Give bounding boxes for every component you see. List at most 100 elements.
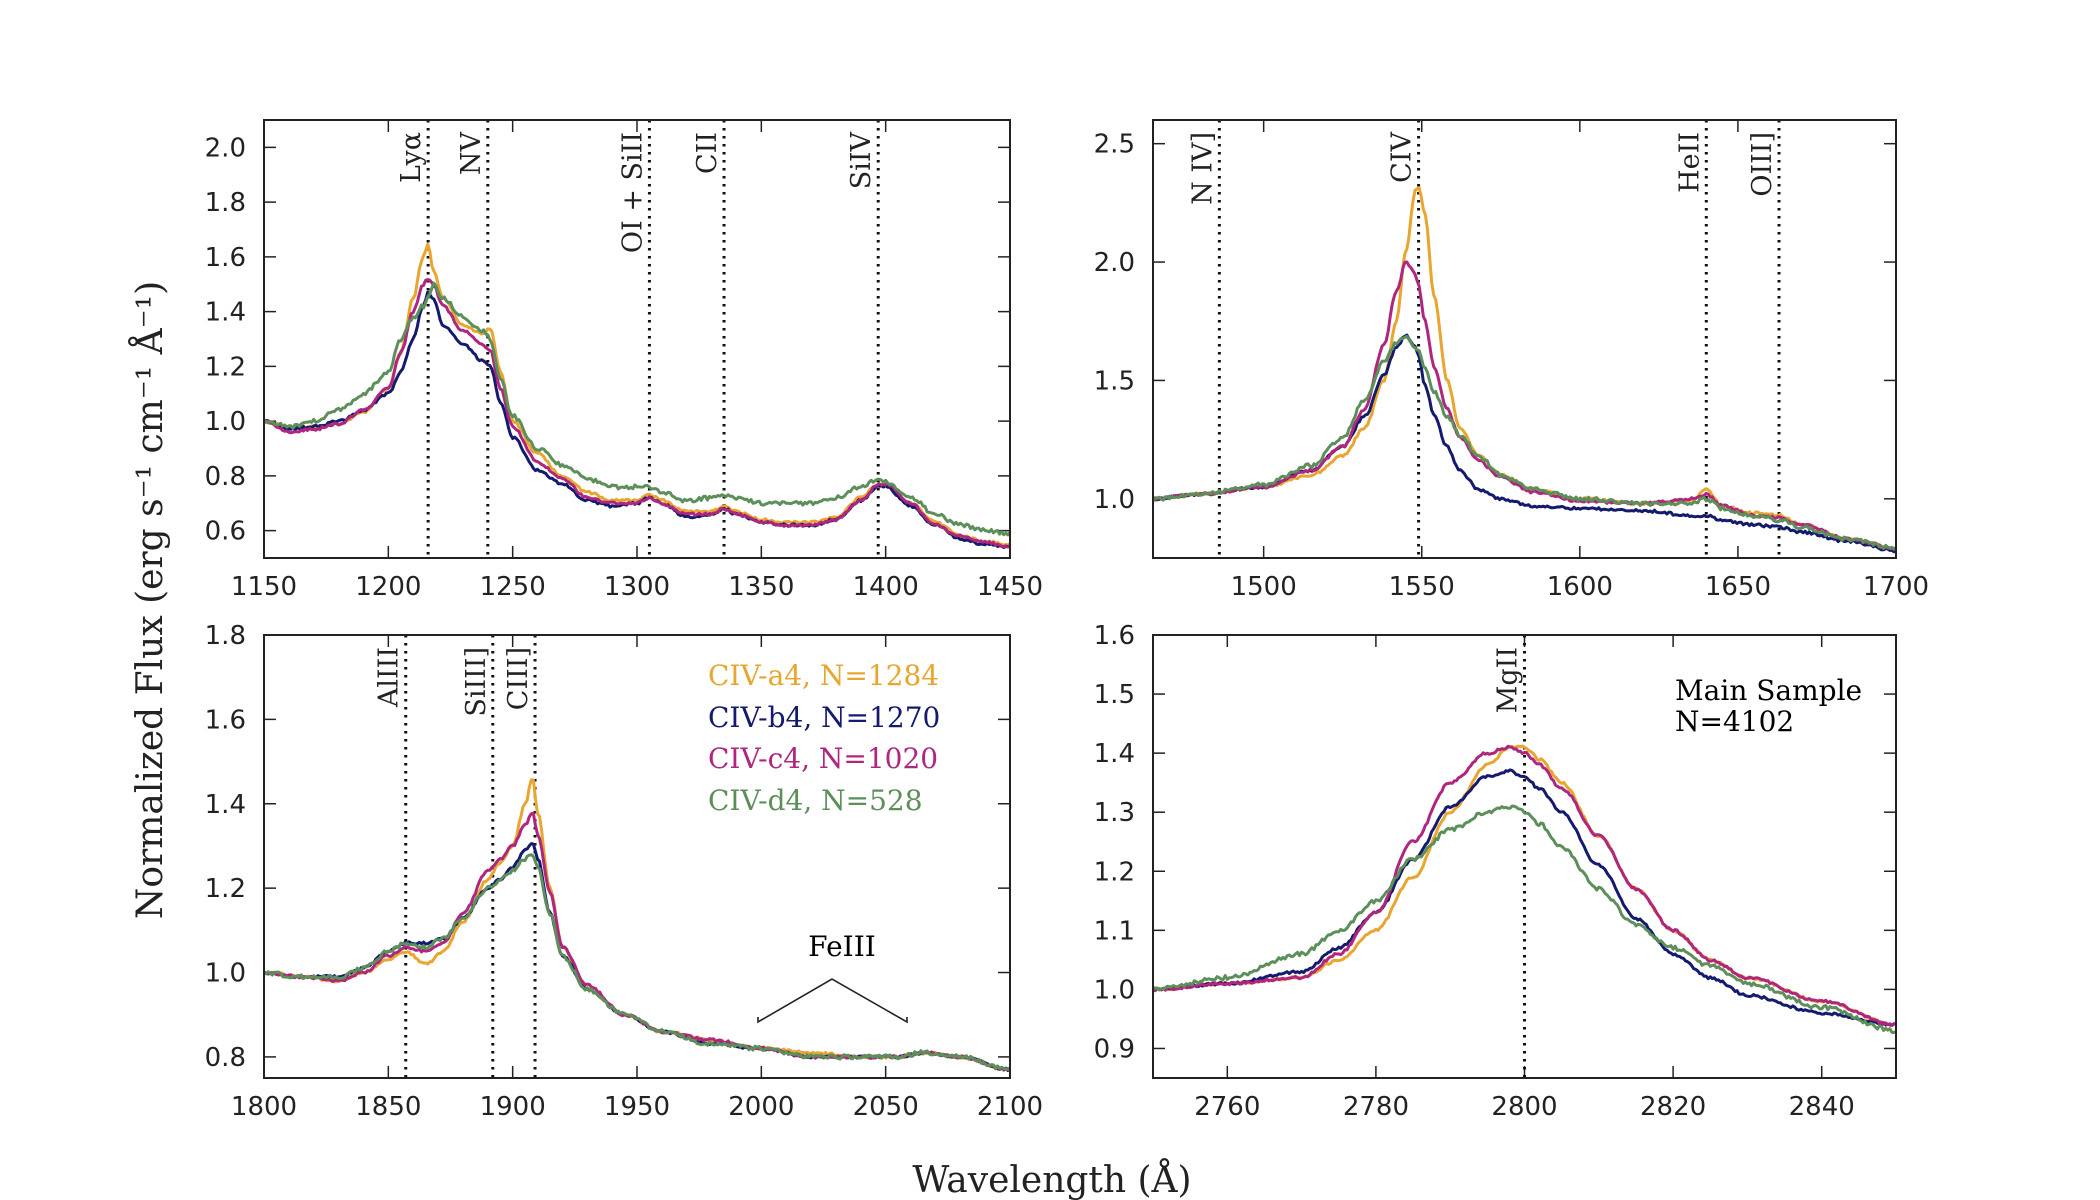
x-tick-label: 1350: [728, 572, 794, 602]
mgii-panel: 2760 2780 2800 2820 2840 0.9 1.0 1.1 1.2 1.3 1.4 1.…: [1094, 621, 1897, 1122]
plot-frame: [263, 634, 1011, 1079]
x-tick-label: 1950: [604, 1092, 670, 1122]
y-tick-label: 1.0: [205, 407, 246, 437]
x-tick-label: 1400: [853, 572, 919, 602]
y-axis-title: Normalized Flux (erg s⁻¹ cm⁻¹ Å⁻¹): [129, 281, 171, 919]
series-line: [264, 811, 1010, 1072]
y-tick-label: 1.2: [205, 352, 246, 382]
y-tick-label: 1.2: [205, 874, 246, 904]
y-tick-label: 1.6: [205, 243, 246, 273]
x-tick-label: 2800: [1491, 1092, 1557, 1122]
series-line: [264, 242, 1010, 547]
y-tick-label: 0.6: [205, 517, 246, 547]
chart-panels: 1150 1200 1250 1300 1350 1400 1450 0.6 0.8 1.0 1.2…: [205, 119, 1929, 1122]
y-tick-label: 1.0: [1094, 975, 1135, 1005]
line-marker-label: OI + SiII: [617, 132, 648, 253]
series-line: [1153, 186, 1896, 552]
civ-panel: 1500 1550 1600 1650 1700 1.0 1.5 2.0 2.5 N IV] CIV…: [1094, 119, 1929, 602]
y-tick-label: 1.4: [205, 298, 246, 328]
line-marker-label: CII: [692, 132, 723, 174]
line-marker-label: MgII: [1493, 647, 1524, 713]
line-marker-label: Lyα: [396, 132, 427, 183]
series-group: [1153, 744, 1896, 1034]
feiii-annotation: FeIII: [757, 930, 908, 1024]
x-tick-label: 1550: [1389, 572, 1455, 602]
series-line: [1153, 804, 1896, 1034]
main-sample-count: N=4102: [1675, 705, 1794, 738]
y-tick-label: 1.2: [1094, 857, 1135, 887]
series-group: [264, 242, 1010, 549]
y-tick-label: 2.5: [1094, 130, 1135, 160]
x-tick-label: 1800: [231, 1092, 297, 1122]
series-line: [264, 842, 1010, 1072]
y-tick-label: 1.5: [1094, 366, 1135, 396]
legend-entry-d4: CIV-d4, N=528: [708, 784, 923, 817]
y-tick-label: 0.8: [205, 462, 246, 492]
y-tick-label: 1.0: [1094, 485, 1135, 515]
series-line: [1153, 768, 1896, 1027]
feiii-label: FeIII: [808, 930, 876, 963]
line-marker-label: AlIII: [374, 647, 405, 708]
legend-entry-c4: CIV-c4, N=1020: [708, 742, 938, 775]
line-marker-label: CIV: [1387, 132, 1418, 183]
plot-frame: [1152, 119, 1897, 559]
y-tick-label: 1.6: [205, 705, 246, 735]
x-axis-title: Wavelength (Å): [912, 1159, 1191, 1200]
x-tick-label: 1650: [1705, 572, 1771, 602]
y-tick-label: 1.1: [1094, 916, 1135, 946]
x-tick-label: 2050: [853, 1092, 919, 1122]
lya-panel: 1150 1200 1250 1300 1350 1400 1450 0.6 0.8 1.0 1.2…: [205, 119, 1043, 602]
y-tick-label: 1.0: [205, 959, 246, 989]
series-line: [264, 778, 1010, 1072]
x-tick-label: 2780: [1343, 1092, 1409, 1122]
main-sample-annotation: Main Sample N=4102: [1675, 674, 1862, 738]
x-tick-label: 1500: [1231, 572, 1297, 602]
legend: CIV-a4, N=1284 CIV-b4, N=1270 CIV-c4, N=…: [708, 659, 940, 817]
x-tick-label: 1450: [977, 572, 1043, 602]
line-marker-label: N IV]: [1187, 132, 1218, 205]
line-marker-label: CIII]: [503, 647, 534, 710]
y-tick-label: 0.8: [205, 1043, 246, 1073]
y-tick-label: 0.9: [1094, 1034, 1135, 1064]
x-tick-label: 1850: [355, 1092, 421, 1122]
plot-frame: [1152, 634, 1897, 1079]
x-tick-label: 2760: [1194, 1092, 1260, 1122]
x-tick-label: 1200: [355, 572, 421, 602]
x-tick-label: 1250: [480, 572, 546, 602]
y-tick-label: 1.8: [205, 188, 246, 218]
series-group: [1153, 186, 1896, 554]
main-sample-label: Main Sample: [1675, 674, 1862, 707]
y-tick-label: 1.3: [1094, 798, 1135, 828]
y-tick-label: 1.4: [205, 790, 246, 820]
y-tick-label: 2.0: [205, 133, 246, 163]
x-tick-label: 1150: [231, 572, 297, 602]
legend-entry-b4: CIV-b4, N=1270: [708, 701, 940, 734]
series-group: [264, 778, 1010, 1072]
y-tick-label: 1.8: [205, 621, 246, 651]
ciii-panel: 1800 1850 1900 1950 2000 2050 2100 0.8 1.0 1.2 1.4…: [205, 621, 1043, 1122]
series-line: [1153, 744, 1896, 1027]
x-tick-label: 2820: [1640, 1092, 1706, 1122]
series-line: [264, 278, 1010, 549]
plot-frame: [263, 119, 1011, 559]
y-tick-label: 1.5: [1094, 680, 1135, 710]
y-tick-label: 1.6: [1094, 621, 1135, 651]
series-line: [264, 290, 1010, 549]
x-tick-label: 1600: [1547, 572, 1613, 602]
series-line: [264, 281, 1010, 537]
line-marker-label: SiIV: [846, 131, 877, 189]
x-tick-label: 1700: [1863, 572, 1929, 602]
feiii-bracket: [757, 978, 908, 1024]
x-tick-label: 2100: [977, 1092, 1043, 1122]
line-marker-label: NV: [456, 132, 487, 176]
legend-entry-a4: CIV-a4, N=1284: [708, 659, 939, 692]
y-tick-label: 2.0: [1094, 248, 1135, 278]
x-tick-label: 2000: [728, 1092, 794, 1122]
series-line: [264, 853, 1010, 1072]
line-marker-label: HeII: [1674, 132, 1705, 193]
line-marker-label: SiIII]: [461, 647, 492, 717]
y-tick-label: 1.4: [1094, 739, 1135, 769]
x-tick-label: 1300: [604, 572, 670, 602]
x-tick-label: 1900: [480, 1092, 546, 1122]
